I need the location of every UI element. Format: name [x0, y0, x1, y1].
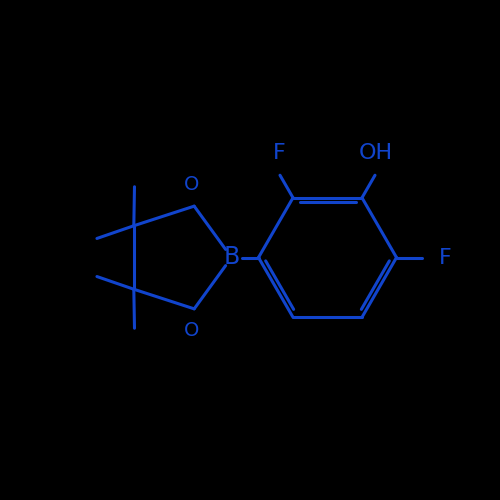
Text: F: F: [273, 142, 286, 163]
Text: B: B: [224, 246, 240, 270]
Text: F: F: [438, 248, 451, 268]
Text: OH: OH: [358, 142, 392, 163]
Text: O: O: [184, 174, 200, 194]
Text: O: O: [184, 322, 200, 340]
